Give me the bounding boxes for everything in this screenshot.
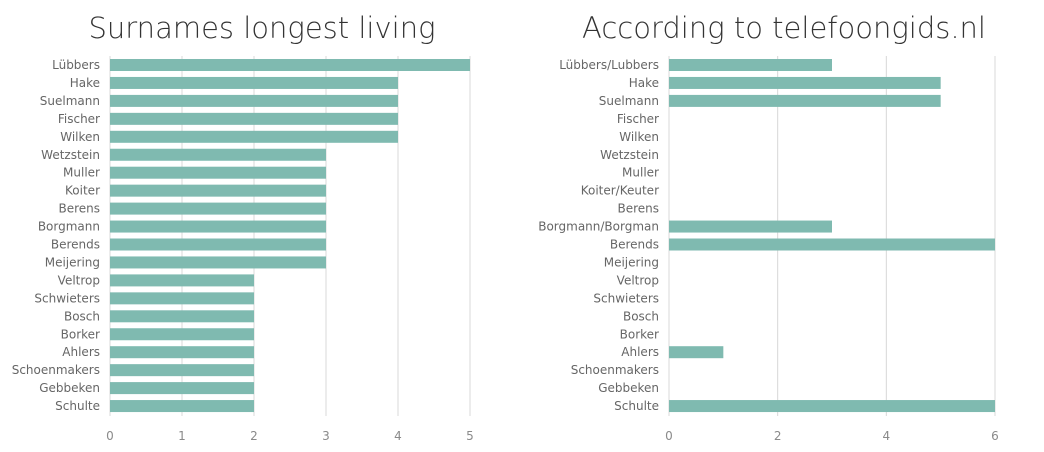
bar [669,400,995,413]
x-tick-label: 5 [466,429,474,443]
category-label: Meijering [45,255,100,269]
bar [110,76,398,89]
category-label: Schulte [614,399,659,413]
category-label: Ahlers [62,345,100,359]
bar [110,112,398,125]
category-label: Wetzstein [41,148,100,162]
bar [669,76,941,89]
category-label: Lübbers [52,58,100,72]
category-label: Fischer [58,112,100,126]
category-label: Schwieters [34,291,100,305]
category-label: Schwieters [593,291,659,305]
category-label: Schoenmakers [571,363,659,377]
bar [110,310,254,323]
bar [110,346,254,359]
bar [110,292,254,305]
category-label: Meijering [604,255,659,269]
x-tick-label: 3 [322,429,330,443]
x-tick-label: 2 [250,429,258,443]
category-label: Hake [629,76,659,90]
category-label: Gebbeken [39,381,100,395]
category-label: Borker [620,327,659,341]
category-label: Schulte [55,399,100,413]
bar [110,238,326,251]
category-label: Koiter [65,184,100,198]
bar [110,328,254,341]
category-label: Suelmann [40,94,100,108]
category-label: Fischer [617,112,659,126]
chart-title: Surnames longest living [88,11,435,45]
bar [110,130,398,143]
x-tick-label: 0 [665,429,673,443]
chart-telefoongids: According to telefoongids.nl 0 2 4 6 Lübbers/… [538,11,999,443]
bar [669,59,832,71]
category-label: Wetzstein [600,148,659,162]
bar [669,238,995,251]
bar [110,364,254,377]
category-label: Veltrop [58,273,100,287]
bar [110,220,326,233]
x-tick-label: 2 [774,429,782,443]
x-tick-label: 0 [106,429,114,443]
bar [110,256,326,269]
category-label: Suelmann [599,94,659,108]
category-label: Berends [51,238,100,252]
category-label: Wilken [619,130,659,144]
x-tick-label: 1 [178,429,186,443]
bar [110,400,254,413]
category-label: Wilken [60,130,100,144]
category-label: Muller [622,166,659,180]
category-label: Muller [63,166,100,180]
category-label: Bosch [64,309,100,323]
category-label: Veltrop [617,273,659,287]
category-label: Hake [70,76,100,90]
bar [110,184,326,197]
category-label: Borker [61,327,100,341]
category-label: Berens [58,202,100,216]
x-tick-label: 4 [883,429,891,443]
bar [669,220,832,233]
bar [110,166,326,179]
x-tick-label: 4 [394,429,402,443]
bar [110,274,254,287]
category-label: Ahlers [621,345,659,359]
bar [110,94,398,107]
bar [110,382,254,395]
x-tick-label: 6 [991,429,999,443]
bar [669,346,724,359]
category-label: Bosch [623,309,659,323]
bar [110,148,326,161]
category-label: Berens [617,202,659,216]
category-label: Berends [610,238,659,252]
chart-title: According to telefoongids.nl [582,11,986,45]
bar [110,59,470,71]
category-label: Koiter/Keuter [581,184,659,198]
category-label: Lübbers/Lubbers [559,58,659,72]
chart-surnames-longest-living: Surnames longest living 0 1 2 3 4 5 Lübbers Hake… [12,11,474,443]
bar [669,94,941,107]
category-label: Borgmann/Borgman [538,220,659,234]
category-label: Schoenmakers [12,363,100,377]
bar [110,202,326,215]
category-label: Gebbeken [598,381,659,395]
category-label: Borgmann [38,220,100,234]
